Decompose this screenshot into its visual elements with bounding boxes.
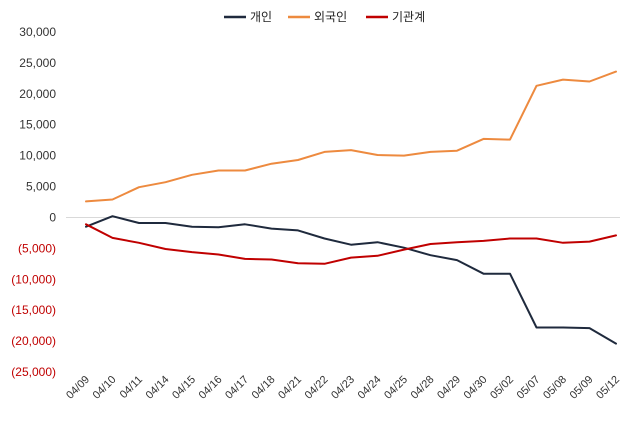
x-tick-label: 05/09 <box>568 374 596 402</box>
x-tick-label: 04/24 <box>356 374 384 402</box>
y-tick-label: (10,000) <box>11 272 56 286</box>
y-tick-label: 5,000 <box>26 180 56 194</box>
x-tick-label: 04/10 <box>91 374 119 402</box>
x-tick-label: 04/11 <box>118 374 145 401</box>
x-tick-label: 04/09 <box>64 374 92 402</box>
x-tick-label: 05/12 <box>594 374 622 402</box>
x-tick-label: 04/29 <box>435 374 463 402</box>
series-line-1 <box>85 215 617 345</box>
x-tick-label: 05/08 <box>541 374 569 402</box>
y-tick-label: 30,000 <box>19 25 56 39</box>
x-tick-label: 04/22 <box>303 374 331 402</box>
y-tick-label: 20,000 <box>19 87 56 101</box>
x-tick-label: 04/28 <box>409 374 437 402</box>
y-tick-label: (5,000) <box>18 241 56 255</box>
y-tick-label: 15,000 <box>19 118 56 132</box>
x-tick-label: 04/15 <box>170 374 198 402</box>
y-tick-label: 10,000 <box>19 149 56 163</box>
legend-label: 외국인 <box>314 10 347 24</box>
x-tick-label: 04/18 <box>250 374 278 402</box>
legend-item: 개인 <box>224 10 272 24</box>
y-tick-label: (15,000) <box>11 303 56 317</box>
legend: 개인 외국인 기관계 <box>224 10 425 24</box>
y-tick-label: (20,000) <box>11 334 56 348</box>
legend-item: 기관계 <box>366 10 425 24</box>
x-tick-label: 04/16 <box>197 374 225 402</box>
legend-label: 개인 <box>250 10 272 24</box>
x-tick-label: 04/25 <box>382 374 410 402</box>
legend-label: 기관계 <box>392 10 425 24</box>
y-tick-label: (25,000) <box>11 365 56 379</box>
x-tick-label: 04/30 <box>462 374 490 402</box>
y-tick-label: 25,000 <box>19 56 56 70</box>
y-tick-label: 0 <box>49 210 56 224</box>
x-tick-label: 04/23 <box>329 374 357 402</box>
series-line-3 <box>85 223 617 265</box>
series-lines <box>85 70 617 345</box>
x-tick-label: 05/02 <box>488 374 516 402</box>
series-line-2 <box>85 70 617 203</box>
x-tick-label: 05/07 <box>515 374 543 402</box>
x-tick-label: 04/14 <box>144 374 172 402</box>
y-axis-ticks: 30,000 25,000 20,000 15,000 10,000 5,000 0 (5,0… <box>11 25 56 379</box>
x-tick-label: 04/17 <box>223 374 251 402</box>
x-tick-label: 04/21 <box>276 374 304 402</box>
legend-item: 외국인 <box>288 10 347 24</box>
